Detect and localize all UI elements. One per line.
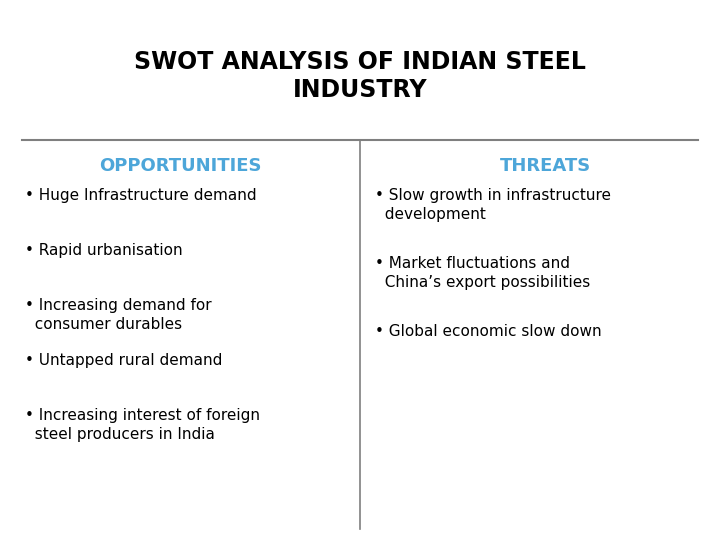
- Text: • Global economic slow down: • Global economic slow down: [375, 324, 602, 339]
- Text: • Increasing demand for
  consumer durables: • Increasing demand for consumer durable…: [25, 298, 212, 332]
- Text: THREATS: THREATS: [500, 157, 590, 175]
- Text: • Market fluctuations and
  China’s export possibilities: • Market fluctuations and China’s export…: [375, 256, 590, 290]
- Text: • Slow growth in infrastructure
  development: • Slow growth in infrastructure developm…: [375, 188, 611, 222]
- Text: • Rapid urbanisation: • Rapid urbanisation: [25, 243, 183, 258]
- Text: • Huge Infrastructure demand: • Huge Infrastructure demand: [25, 188, 256, 203]
- Text: OPPORTUNITIES: OPPORTUNITIES: [99, 157, 261, 175]
- Text: • Untapped rural demand: • Untapped rural demand: [25, 353, 222, 368]
- Text: • Increasing interest of foreign
  steel producers in India: • Increasing interest of foreign steel p…: [25, 408, 260, 442]
- Text: SWOT ANALYSIS OF INDIAN STEEL
INDUSTRY: SWOT ANALYSIS OF INDIAN STEEL INDUSTRY: [134, 50, 586, 102]
